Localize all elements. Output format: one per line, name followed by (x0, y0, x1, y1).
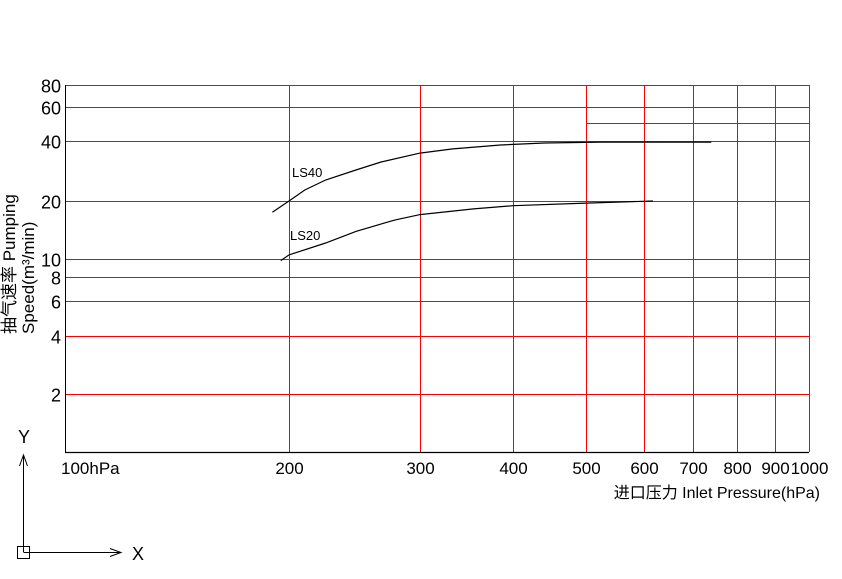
series-label-ls40: LS40 (292, 165, 322, 180)
x-tick-label: 800 (723, 459, 751, 478)
y-tick-label: 4 (51, 328, 61, 348)
y-axis-title-line2: Speed(m³/min) (19, 222, 38, 334)
ucs-x-label: X (132, 544, 144, 564)
y-tick-label: 6 (51, 293, 61, 313)
ucs-y-arrow-icon (19, 453, 28, 467)
ucs-x-arrow-icon (109, 548, 123, 557)
y-tick-label: 40 (41, 133, 61, 153)
series-line-ls40 (272, 141, 712, 213)
series-line-ls20 (280, 200, 653, 262)
x-tick-label: 900 (761, 459, 789, 478)
x-tick-label: 500 (572, 459, 600, 478)
x-axis-title: 进口压力 Inlet Pressure(hPa) (614, 484, 820, 502)
y-tick-label: 10 (41, 251, 61, 271)
x-tick-label: 300 (406, 459, 434, 478)
series-label-ls20: LS20 (290, 228, 320, 243)
y-tick-label: 8 (51, 269, 61, 289)
x-tick-label: 400 (499, 459, 527, 478)
x-tick-label: 600 (630, 459, 658, 478)
y-tick-label: 80 (41, 77, 61, 97)
y-tick-label: 60 (41, 99, 61, 119)
x-tick-label: 200 (275, 459, 303, 478)
x-tick-label: 1000 (791, 459, 829, 478)
x-tick-label: 700 (679, 459, 707, 478)
y-tick-label: 20 (41, 193, 61, 213)
y-tick-label: 2 (51, 386, 61, 406)
ucs-y-label: Y (18, 427, 30, 447)
y-axis-title-line1: 抽气速率 Pumping (0, 194, 19, 334)
x-tick-label: 100hPa (61, 459, 120, 478)
